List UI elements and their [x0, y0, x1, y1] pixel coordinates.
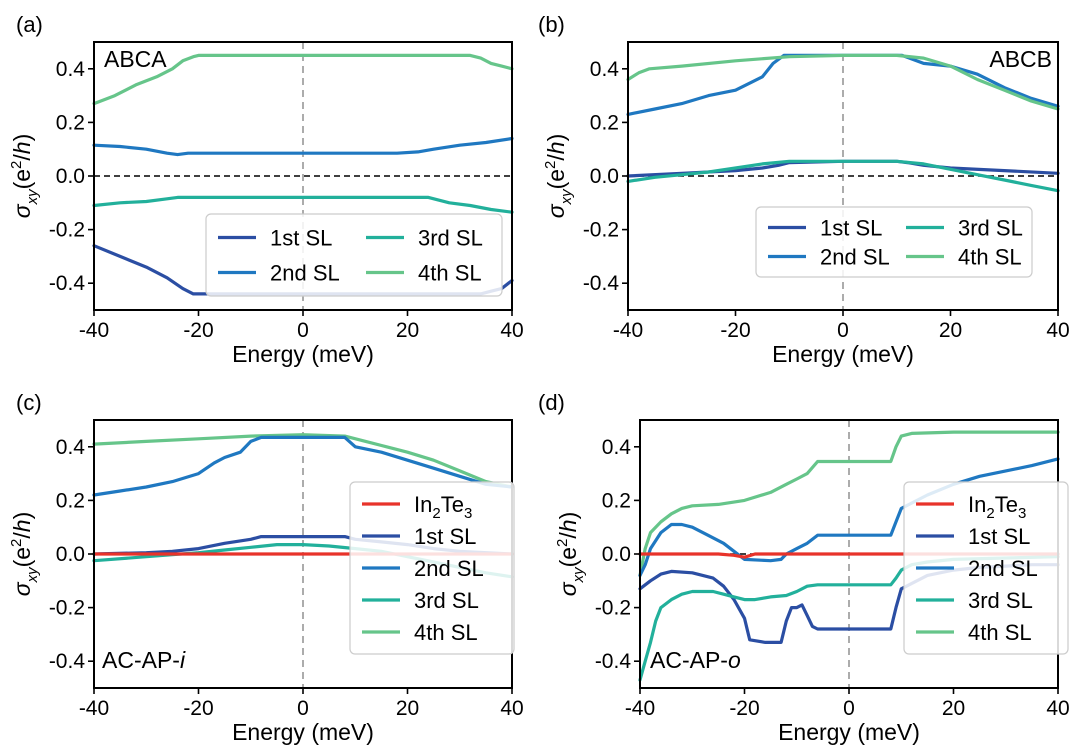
x-tick-label: 40	[500, 697, 523, 720]
panel-d: (d) -40 -20 0 20 40 -0.4 -0.2 0.0 0.2 0.4 Energy (m…	[538, 390, 1070, 745]
x-tick-label: -20	[183, 319, 213, 342]
x-tick-label: 20	[396, 697, 419, 720]
y-tick-label: 0.0	[56, 165, 85, 188]
panel-label: (b)	[538, 12, 565, 37]
legend: 1st SL 3rd SL 2nd SL 4th SL	[205, 213, 503, 297]
panel-label: (d)	[538, 390, 565, 415]
legend-label: In2Te3	[414, 492, 472, 522]
legend-label: 3rd SL	[414, 588, 479, 613]
legend-label: 4th SL	[958, 245, 1022, 270]
x-axis-label: Energy (meV)	[232, 719, 374, 745]
legend-label: 1st SL	[820, 216, 882, 241]
y-axis-label: σxy(e2/h)	[8, 512, 41, 597]
series-line-sl4	[92, 433, 514, 489]
y-axis-label: σxy(e2/h)	[542, 134, 575, 219]
series-line-sl4	[638, 430, 1060, 577]
y-tick-label: -0.4	[583, 272, 620, 295]
y-tick-label: 0.2	[56, 111, 85, 134]
legend-box	[349, 481, 515, 655]
x-tick-label: -40	[613, 319, 643, 342]
panel-label: (a)	[16, 12, 43, 37]
y-axis-label: σxy(e2/h)	[554, 512, 587, 597]
series-line-sl3	[92, 195, 514, 214]
x-axis-label: Energy (meV)	[232, 341, 374, 367]
x-tick-label: 40	[1046, 319, 1069, 342]
x-tick-label: 0	[843, 697, 855, 720]
x-tick-label: -40	[79, 319, 109, 342]
y-tick-label: 0.4	[602, 436, 632, 459]
legend-label: 1st SL	[414, 524, 476, 549]
y-tick-label: -0.2	[595, 597, 631, 620]
y-tick-label: 0.2	[56, 489, 85, 512]
panel-label: (c)	[16, 390, 42, 415]
x-tick-label: 40	[500, 319, 523, 342]
structure-annotation: ABCA	[104, 46, 167, 72]
y-tick-label: -0.4	[49, 650, 86, 673]
series-line-sl4	[92, 53, 514, 106]
legend-label: 3rd SL	[958, 216, 1023, 241]
legend-label: 4th SL	[418, 261, 482, 286]
x-tick-label: -20	[720, 319, 750, 342]
y-tick-label: -0.2	[583, 219, 619, 242]
legend-label: 2nd SL	[820, 245, 890, 270]
legend-label: In2Te3	[968, 492, 1026, 522]
legend-label: 4th SL	[968, 620, 1032, 645]
series-line-sl4	[626, 53, 1060, 111]
y-tick-label: -0.2	[49, 597, 85, 620]
x-tick-label: 0	[837, 319, 849, 342]
structure-annotation: AC-AP-o	[650, 647, 741, 673]
legend-label: 2nd SL	[414, 556, 484, 581]
y-tick-label: 0.0	[602, 543, 631, 566]
structure-annotation: AC-AP-i	[102, 647, 186, 673]
y-tick-label: 0.0	[56, 543, 85, 566]
x-tick-label: 20	[939, 319, 962, 342]
y-axis-label: σxy(e2/h)	[8, 134, 41, 219]
x-tick-label: 0	[297, 319, 309, 342]
x-tick-label: -20	[183, 697, 213, 720]
x-tick-label: -20	[729, 697, 759, 720]
x-axis-label: Energy (meV)	[772, 341, 914, 367]
legend-label: 2nd SL	[968, 556, 1038, 581]
x-tick-label: -40	[79, 697, 109, 720]
panel-a: (a) -40 -20 0 20 40 -0.4 -0.2 0.0 0.2 0.4 Energy (m…	[8, 12, 524, 367]
series-line-in2te3	[638, 552, 1060, 559]
series-line-sl2	[92, 136, 514, 157]
series-line-sl3	[626, 159, 1060, 193]
series-line-sl2	[626, 53, 1060, 116]
x-axis-label: Energy (meV)	[778, 719, 920, 745]
legend-label: 3rd SL	[418, 226, 483, 251]
legend-label: 2nd SL	[270, 261, 340, 286]
legend-label: 1st SL	[270, 226, 332, 251]
x-tick-label: 20	[942, 697, 965, 720]
y-tick-label: -0.2	[49, 219, 85, 242]
y-tick-label: 0.2	[590, 111, 619, 134]
series-line-sl2	[92, 435, 514, 497]
y-tick-label: 0.0	[590, 165, 619, 188]
series-group	[626, 53, 1060, 193]
y-tick-label: 0.4	[56, 58, 86, 81]
legend-box	[755, 206, 1033, 278]
legend-label: 3rd SL	[968, 588, 1033, 613]
y-tick-label: 0.2	[602, 489, 631, 512]
y-tick-label: -0.4	[49, 272, 86, 295]
x-tick-label: -40	[625, 697, 655, 720]
y-tick-label: -0.4	[595, 650, 632, 673]
legend-label: 1st SL	[968, 524, 1030, 549]
legend-box	[903, 481, 1069, 655]
structure-annotation: ABCB	[989, 46, 1052, 72]
y-tick-label: 0.4	[590, 58, 620, 81]
legend-box	[205, 213, 503, 297]
legend: 1st SL 3rd SL 2nd SL 4th SL	[755, 206, 1033, 278]
panel-b: (b) -40 -20 0 20 40 -0.4 -0.2 0.0 0.2 0.4 Energy (m…	[538, 12, 1070, 367]
legend-label: 4th SL	[414, 620, 478, 645]
y-tick-label: 0.4	[56, 436, 86, 459]
panel-c: (c) -40 -20 0 20 40 -0.4 -0.2 0.0 0.2 0.4 Energy (m…	[8, 390, 524, 745]
x-tick-label: 20	[396, 319, 419, 342]
x-tick-label: 40	[1046, 697, 1069, 720]
x-tick-label: 0	[297, 697, 309, 720]
